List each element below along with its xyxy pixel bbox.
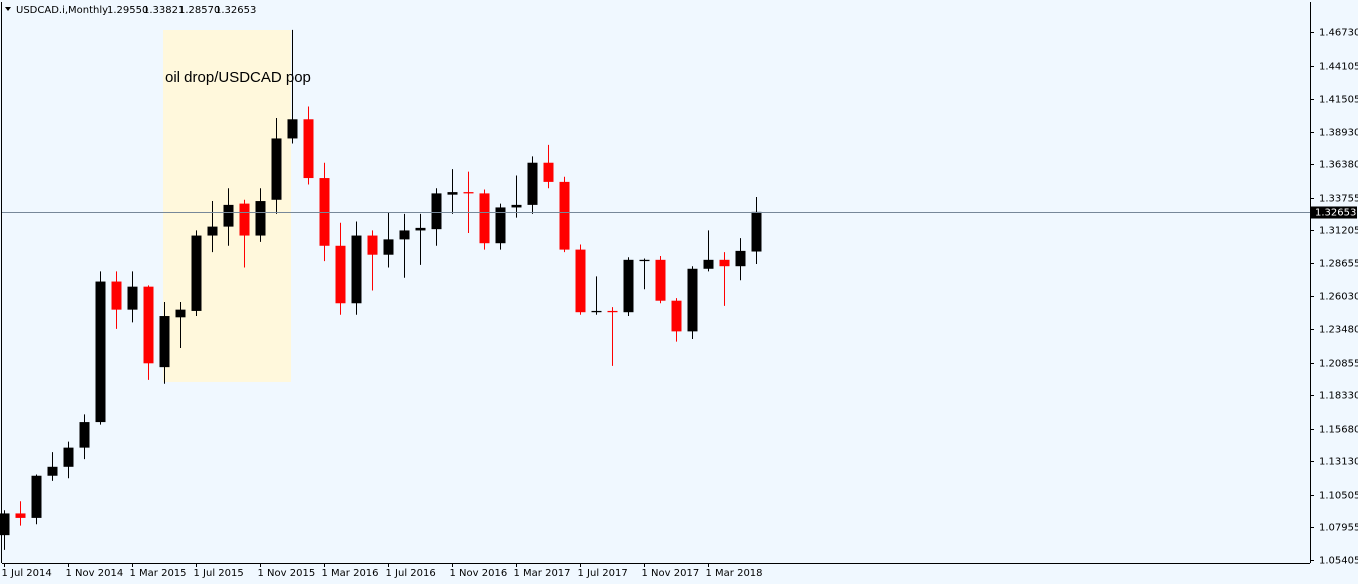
candle-body <box>255 201 266 236</box>
candle-body <box>351 235 362 304</box>
y-tick-label: 1.28655 <box>1319 259 1358 270</box>
y-tick-label: 1.26030 <box>1319 292 1358 303</box>
candle-body <box>559 181 570 250</box>
y-tick-label: 1.13130 <box>1319 457 1358 468</box>
x-tick-label: 1 Mar 2017 <box>514 568 571 579</box>
candle-body <box>287 119 298 139</box>
x-tick-label: 1 Nov 2017 <box>642 568 700 579</box>
current-price-box <box>1311 206 1357 219</box>
candle-body <box>367 235 378 255</box>
candle-body <box>207 226 218 236</box>
candle-body <box>719 259 730 267</box>
candle-body <box>111 281 122 310</box>
candle-body <box>527 162 538 205</box>
candle-body <box>63 447 74 467</box>
y-tick-label: 1.10505 <box>1319 491 1358 502</box>
candle-body <box>239 203 250 236</box>
y-tick-label: 1.46730 <box>1319 28 1358 39</box>
header-open: 1.29550 <box>107 5 148 16</box>
x-tick-label: 1 Jul 2016 <box>386 568 436 579</box>
candle-body <box>271 138 282 200</box>
candle-body <box>687 268 698 332</box>
y-tick-label: 1.38930 <box>1319 128 1358 139</box>
candle-body <box>95 281 106 423</box>
candle-body <box>191 235 202 311</box>
candle-body <box>383 239 394 255</box>
candle-body <box>655 259 666 301</box>
candle-body <box>543 162 554 182</box>
candle-body <box>319 178 330 246</box>
candle-body <box>591 310 602 313</box>
candle-body <box>751 211 762 252</box>
candle-body <box>671 300 682 332</box>
x-tick-label: 1 Nov 2016 <box>450 568 508 579</box>
x-tick-label: 1 Mar 2015 <box>130 568 187 579</box>
symbol-title: USDCAD.i,Monthly <box>16 5 108 16</box>
candle-body <box>303 119 314 179</box>
candle-body <box>623 259 634 313</box>
x-tick-label: 1 Jul 2017 <box>578 568 628 579</box>
candle-body <box>0 513 10 536</box>
candle-body <box>415 227 426 231</box>
x-tick-label: 1 Jul 2014 <box>2 568 52 579</box>
candle-body <box>735 250 746 267</box>
header-high: 1.33821 <box>143 5 184 16</box>
header-low: 1.28570 <box>179 5 220 16</box>
candle-body <box>335 245 346 304</box>
candle-body <box>431 193 442 230</box>
candle-body <box>127 286 138 310</box>
candle-body <box>703 259 714 269</box>
x-tick-label: 1 Nov 2015 <box>258 568 316 579</box>
header-close: 1.32653 <box>215 5 256 16</box>
x-tick-label: 1 Mar 2018 <box>706 568 763 579</box>
candle-body <box>495 207 506 244</box>
candle-body <box>47 466 58 476</box>
y-tick-label: 1.23480 <box>1319 325 1358 336</box>
y-tick-label: 1.33755 <box>1319 194 1358 205</box>
y-tick-label: 1.07955 <box>1319 523 1358 534</box>
candle-body <box>175 309 186 318</box>
y-tick-label: 1.20855 <box>1319 359 1358 370</box>
y-tick-label: 1.18330 <box>1319 391 1358 402</box>
menu-triangle[interactable] <box>5 7 11 11</box>
y-tick-label: 1.31205 <box>1319 226 1358 237</box>
candle-body <box>639 259 650 262</box>
x-tick-label: 1 Mar 2016 <box>322 568 379 579</box>
candle-body <box>399 230 410 240</box>
candle-body <box>511 204 522 208</box>
y-tick-label: 1.36380 <box>1319 160 1358 171</box>
y-tick-label: 1.05405 <box>1319 556 1358 567</box>
current-price-label: 1.32653 <box>1315 208 1356 219</box>
x-tick-label: 1 Nov 2014 <box>66 568 124 579</box>
candle-body <box>575 249 586 313</box>
candle-body <box>159 316 170 368</box>
y-tick-label: 1.44105 <box>1319 62 1358 73</box>
y-tick-label: 1.41505 <box>1319 95 1358 106</box>
candle-body <box>463 192 474 194</box>
candle-body <box>479 193 490 244</box>
annotation: oil drop/USDCAD pop <box>165 69 311 86</box>
x-tick-label: 1 Jul 2015 <box>194 568 244 579</box>
candle-body <box>79 422 90 448</box>
candle-body <box>607 310 618 313</box>
candle-body <box>31 475 42 518</box>
candle-body <box>143 286 154 364</box>
candle-body <box>223 204 234 227</box>
y-tick-label: 1.15680 <box>1319 425 1358 436</box>
candle-body <box>15 513 26 518</box>
candle-body <box>447 192 458 195</box>
